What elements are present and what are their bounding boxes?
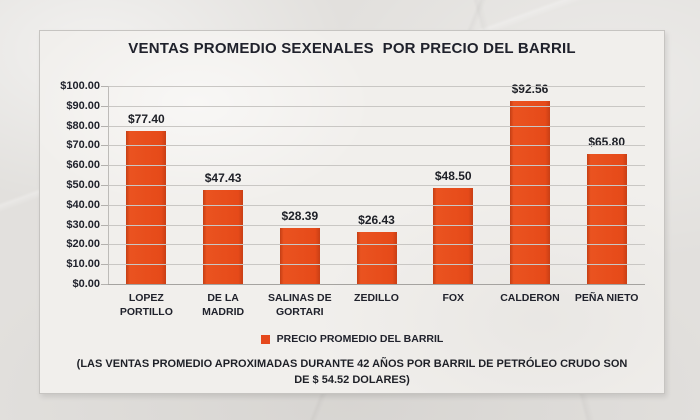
gridline xyxy=(108,165,645,167)
bar xyxy=(509,100,550,284)
y-axis-tick xyxy=(101,244,108,246)
chart-title: VENTAS PROMEDIO SEXENALES POR PRECIO DEL… xyxy=(128,40,576,57)
gridline xyxy=(108,86,645,87)
y-axis-labels: $0.00 $10.00 $20.00 $30.00 $40.00 $50.00 $60.0… xyxy=(40,80,100,290)
category-label: CALDERON xyxy=(500,292,560,304)
bar-group: $26.43 xyxy=(338,86,415,284)
bar-value-label: $28.39 xyxy=(281,208,319,223)
bar-group: $48.50 xyxy=(415,86,492,284)
bar-group: $77.40 xyxy=(108,86,185,284)
y-axis-tick-label: $0.00 xyxy=(72,278,100,290)
chart-panel: VENTAS PROMEDIO SEXENALES POR PRECIO DEL… xyxy=(39,30,665,394)
y-axis-tick-label: $90.00 xyxy=(66,99,100,112)
y-axis-tick-label: $60.00 xyxy=(66,159,100,172)
category-label: ZEDILLO xyxy=(354,292,399,304)
y-axis-tick xyxy=(101,224,108,226)
bar-group: $28.39 xyxy=(261,86,338,284)
bar-group: $65.80 xyxy=(568,86,645,284)
legend: PRECIO PROMEDIO DEL BARRIL xyxy=(40,333,664,345)
bar xyxy=(356,231,397,284)
bar-value-label: $47.43 xyxy=(204,171,242,186)
legend-label: PRECIO PROMEDIO DEL BARRIL xyxy=(276,333,444,345)
gridline xyxy=(108,204,645,206)
bar-value-label: $92.56 xyxy=(511,81,549,96)
category-label: DE LA MADRID xyxy=(202,292,245,318)
y-axis-tick xyxy=(101,284,108,285)
y-axis-tick-label: $20.00 xyxy=(66,238,100,251)
y-axis-tick-label: $10.00 xyxy=(66,258,100,271)
bar-value-label: $77.40 xyxy=(128,111,165,126)
y-axis-tick-label: $50.00 xyxy=(66,179,100,191)
gridline xyxy=(108,125,645,127)
bars-container: $77.40 $47.43 $28.39 $26.43 $48.50 $92.56 $65.… xyxy=(108,82,645,284)
gridline xyxy=(108,224,645,226)
category-label: PEÑA NIETO xyxy=(574,292,639,304)
y-axis-tick-label: $40.00 xyxy=(66,198,100,211)
plot-area: $77.40 $47.43 $28.39 $26.43 $48.50 $92.56 $65.… xyxy=(101,82,645,285)
y-axis-tick-label: $80.00 xyxy=(66,119,100,132)
gridline xyxy=(108,105,645,107)
y-axis-tick xyxy=(101,86,108,87)
y-axis-tick-label: $70.00 xyxy=(66,139,100,152)
y-axis-line xyxy=(108,86,109,284)
bar xyxy=(279,227,320,284)
bar-group: $92.56 xyxy=(492,82,569,284)
category-labels: LOPEZ PORTILLO DE LA MADRID SALINAS DE GOR… xyxy=(108,292,645,320)
bar xyxy=(586,153,627,284)
gridline xyxy=(108,185,645,186)
y-axis-tick xyxy=(101,145,108,147)
bar xyxy=(433,187,474,284)
x-axis-line xyxy=(108,284,645,285)
y-axis-tick xyxy=(101,204,108,206)
footer-note: (LAS VENTAS PROMEDIO APROXIMADAS DURANTE… xyxy=(70,357,634,389)
y-axis-tick xyxy=(101,165,108,167)
gridline xyxy=(108,264,645,266)
category-label: FOX xyxy=(442,292,465,304)
category-label: LOPEZ PORTILLO xyxy=(119,292,173,318)
y-axis-tick-label: $30.00 xyxy=(66,218,100,231)
gridline xyxy=(108,244,645,246)
y-axis-tick xyxy=(101,264,108,266)
y-axis-tick xyxy=(101,125,108,127)
bar-value-label: $48.50 xyxy=(434,168,472,183)
bar xyxy=(126,130,167,284)
gridline xyxy=(108,145,645,147)
bar-value-label: $65.80 xyxy=(588,134,626,149)
category-label: SALINAS DE GORTARI xyxy=(268,292,332,318)
bar-value-label: $26.43 xyxy=(358,212,395,227)
y-axis-tick xyxy=(101,105,108,107)
footer-note-text: (LAS VENTAS PROMEDIO APROXIMADAS DURANTE… xyxy=(76,358,628,386)
y-axis-tick-label: $100.00 xyxy=(60,80,100,92)
y-axis-tick xyxy=(101,185,108,186)
legend-swatch-icon xyxy=(260,334,270,344)
